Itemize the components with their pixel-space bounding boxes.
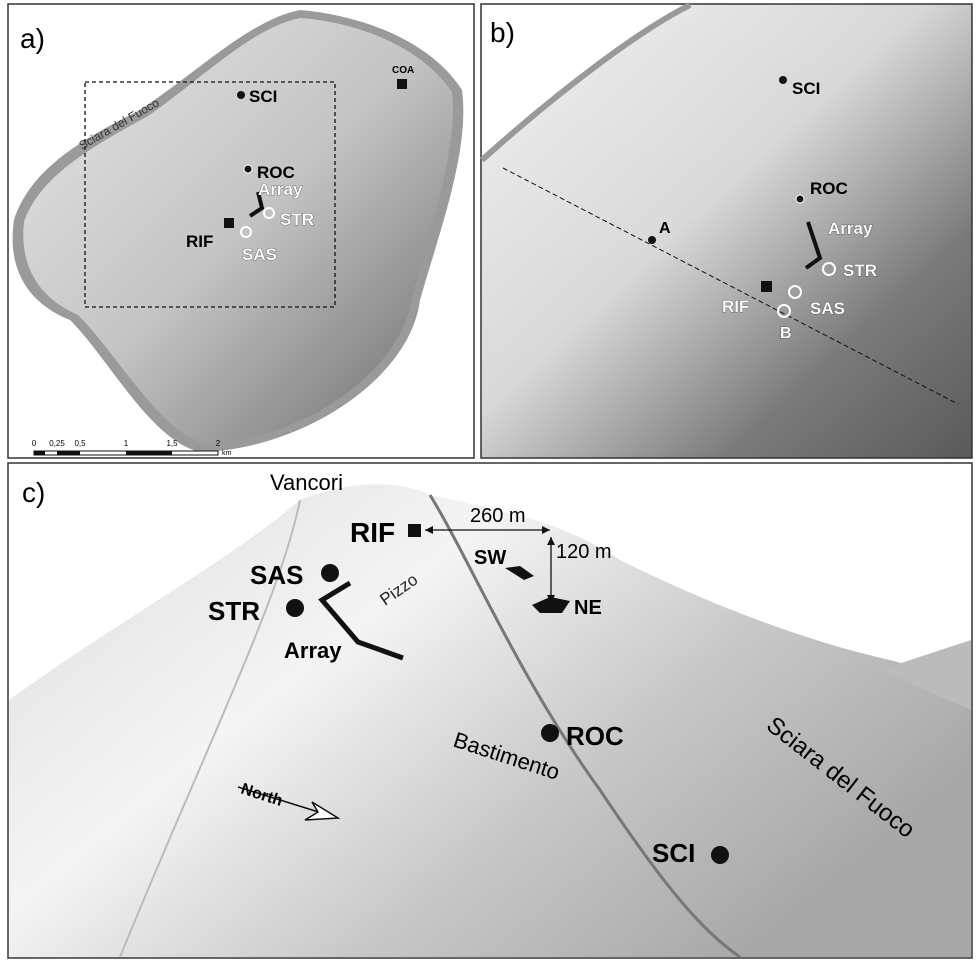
station-label: SAS [242,245,277,264]
station-label: Array [284,638,342,663]
station-label: Array [828,219,873,238]
station-label: STR [208,596,260,626]
place-label: Vancori [270,470,343,495]
scale-label: 0,5 [74,439,86,448]
panel-label: b) [490,17,515,48]
vent-label: SW [474,547,506,569]
station [779,76,787,84]
station [796,195,804,203]
station-label: ROC [566,721,624,751]
station-label: RIF [350,517,395,548]
station [541,724,559,742]
profile-label: A [659,220,671,237]
station-label: STR [843,261,877,280]
station [237,91,245,99]
station-label: SCI [792,79,820,98]
station-label: RIF [722,297,749,316]
station [224,218,234,228]
station [761,281,772,292]
station [408,524,421,537]
station [286,599,304,617]
scale-label: 1 [124,439,129,448]
station-label: ROC [810,179,848,198]
distance-label: 260 m [470,505,526,527]
panel-a: a) Sciara del Fuoco SCI COA ROC Array ST… [8,4,474,458]
scale-bar [34,451,218,455]
vent-label: NE [574,597,602,619]
scale-label: 0 [32,439,37,448]
figure: a) Sciara del Fuoco SCI COA ROC Array ST… [0,0,980,962]
profile-label: B [780,325,792,342]
profile-point [648,236,656,244]
station [244,165,252,173]
panel-b: b) SCI ROC Array A STR RIF SAS B [481,4,972,458]
scale-label: km [222,450,232,457]
station-label: COA [392,65,414,76]
station-label: STR [280,210,314,229]
station-label: Array [258,180,303,199]
station-label: RIF [186,232,213,251]
station-label: SAS [250,560,303,590]
scale-label: 0,25 [49,439,65,448]
panel-label: c) [22,477,45,508]
scale-label: 1,5 [166,439,178,448]
station-label: SAS [810,299,845,318]
station [397,79,407,89]
panel-c: c) Vancori RIF 260 m SW 120 m SAS Pizzo … [8,463,972,958]
station-label: SCI [249,87,277,106]
scale-label: 2 [216,439,221,448]
height-label: 120 m [556,541,612,563]
station-label: SCI [652,838,695,868]
station [321,564,339,582]
station [711,846,729,864]
panel-label: a) [20,23,45,54]
